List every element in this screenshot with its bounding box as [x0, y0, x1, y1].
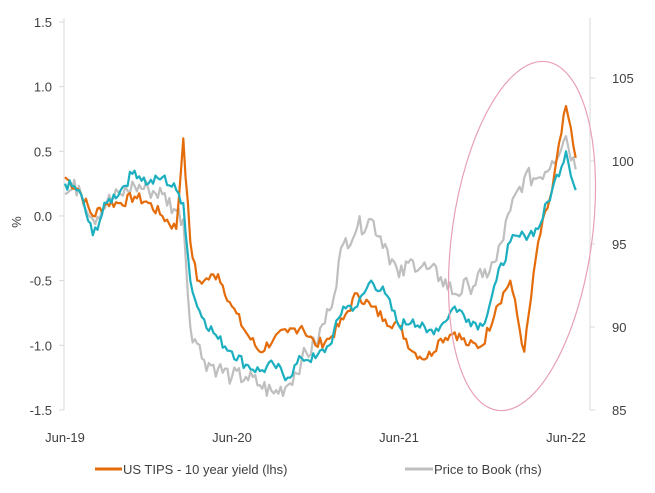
series-line-0 — [64, 104, 577, 361]
left-tick-label: -1.5 — [30, 403, 52, 418]
left-tick-label: 1.0 — [34, 80, 52, 95]
right-tick-label: 105 — [612, 71, 634, 86]
x-tick-label: Jun-22 — [546, 430, 586, 445]
left-tick-label: -0.5 — [30, 274, 52, 289]
x-tick-label: Jun-21 — [379, 430, 419, 445]
left-tick-label: 0.0 — [34, 209, 52, 224]
x-tick-label: Jun-20 — [212, 430, 252, 445]
left-tick-label: 1.5 — [34, 15, 52, 30]
highlight-ellipse — [447, 60, 597, 412]
series-line-1 — [63, 150, 577, 382]
x-tick-label: Jun-19 — [45, 430, 85, 445]
legend-label-tips: US TIPS - 10 year yield (lhs) — [123, 462, 287, 477]
right-tick-label: 100 — [612, 154, 634, 169]
legend-label-ptb: Price to Book (rhs) — [434, 462, 542, 477]
series-line-2 — [64, 135, 577, 398]
right-tick-label: 95 — [612, 237, 626, 252]
left-tick-label: 0.5 — [34, 144, 52, 159]
legend: US TIPS - 10 year yield (lhs) Price to B… — [95, 462, 542, 477]
y-axis-label: % — [9, 216, 24, 228]
left-tick-label: -1.0 — [30, 338, 52, 353]
right-tick-label: 85 — [612, 403, 626, 418]
right-tick-label: 90 — [612, 320, 626, 335]
